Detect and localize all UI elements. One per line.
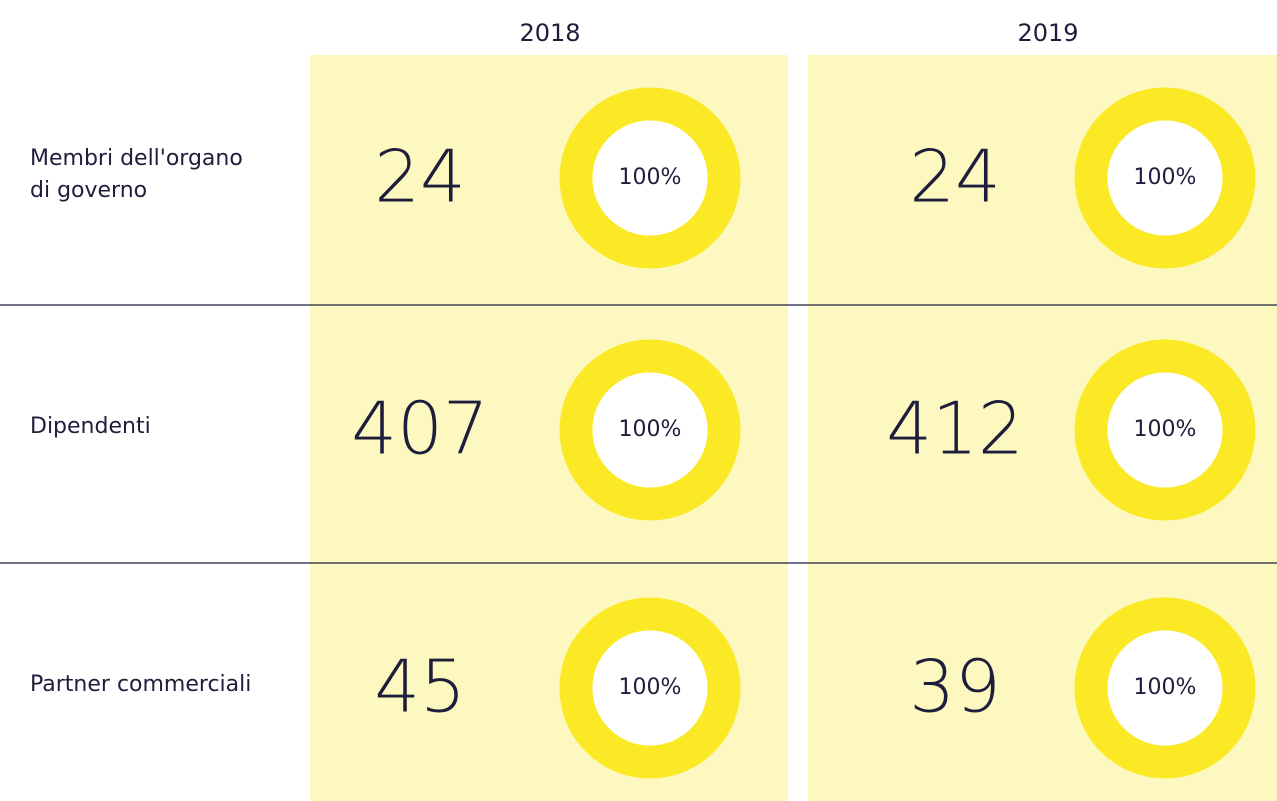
ring-center [592,372,708,488]
percent-label: 100% [1134,165,1197,190]
count: 24 [909,135,1001,219]
count: 39 [909,645,1001,729]
ring [1074,339,1256,521]
row-label: Membri dell'organo [30,146,243,171]
ring [559,87,741,269]
ring [1074,597,1256,779]
ring [559,597,741,779]
ring [1074,87,1256,269]
count: 407 [351,387,488,471]
ring-center [1107,630,1223,746]
count: 24 [374,135,466,219]
row-label: Dipendenti [30,414,151,439]
ring-center [592,120,708,236]
column-header: 2019 [1017,19,1078,47]
ring-center [592,630,708,746]
percent-label: 100% [619,165,682,190]
count: 412 [886,387,1023,471]
percent-label: 100% [1134,417,1197,442]
percent-label: 100% [619,417,682,442]
ring-center [1107,372,1223,488]
row-label: Partner commerciali [30,672,251,697]
count: 45 [374,645,466,729]
row-label: di governo [30,178,147,203]
percent-label: 100% [619,675,682,700]
ring-center [1107,120,1223,236]
percent-label: 100% [1134,675,1197,700]
ring [559,339,741,521]
column-header: 2018 [519,19,580,47]
